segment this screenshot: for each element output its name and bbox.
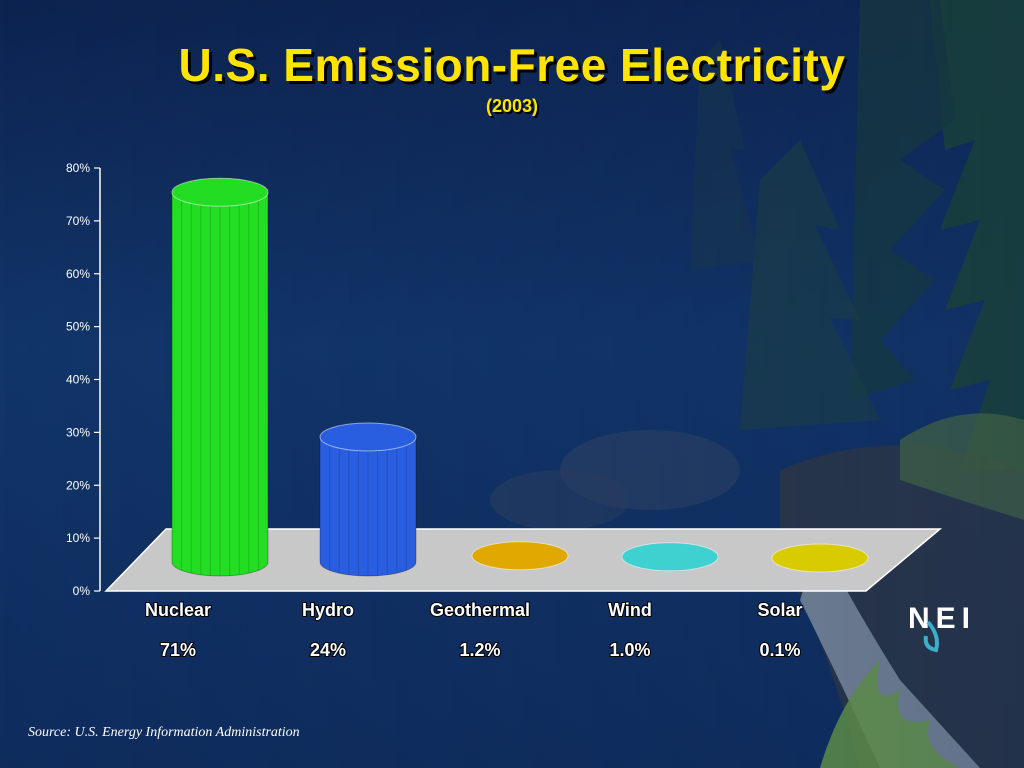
- y-tick-label: 80%: [66, 161, 90, 175]
- bar-body: [319, 436, 417, 577]
- bar-wind: [621, 542, 719, 572]
- value-label: 1.2%: [459, 640, 500, 660]
- category-label: Wind: [608, 600, 652, 620]
- bar-top: [319, 422, 417, 452]
- y-tick-label: 10%: [66, 531, 90, 545]
- bar-top: [621, 542, 719, 572]
- bar-solar: [771, 543, 869, 573]
- bar-nuclear: [171, 177, 269, 577]
- category-label: Nuclear: [145, 600, 211, 620]
- value-label: 24%: [310, 640, 346, 660]
- y-tick-label: 50%: [66, 320, 90, 334]
- y-tick-label: 20%: [66, 478, 90, 492]
- bar-body: [171, 191, 269, 577]
- slide-subtitle: (2003): [485, 96, 539, 116]
- value-label: 71%: [160, 640, 196, 660]
- category-labels: Nuclear 71% Hydro 24% Geothermal 1.2% Wind 1.0%…: [144, 599, 804, 661]
- svg-text:NEI: NEI: [908, 602, 976, 635]
- source-note: Source: U.S. Energy Information Administ…: [28, 725, 300, 740]
- slide-title: U.S. Emission-Free Electricity: [178, 39, 846, 91]
- category-label: Hydro: [302, 600, 354, 620]
- category-label: Solar: [757, 600, 802, 620]
- bar-geothermal: [471, 541, 569, 571]
- bar-top: [771, 543, 869, 573]
- y-axis: 0% 10% 20% 30% 40% 50% 60% 70% 80%: [66, 161, 101, 598]
- bar-hydro: [319, 422, 417, 577]
- bars: [171, 177, 869, 577]
- bar-top: [471, 541, 569, 571]
- bar-top: [171, 177, 269, 207]
- y-tick-label: 60%: [66, 267, 90, 281]
- value-label: 1.0%: [609, 640, 650, 660]
- value-label: 0.1%: [759, 640, 800, 660]
- y-tick-label: 70%: [66, 214, 90, 228]
- y-tick-label: 0%: [73, 584, 91, 598]
- y-tick-label: 40%: [66, 373, 90, 387]
- nei-logo: NEI: [908, 602, 976, 653]
- y-tick-label: 30%: [66, 425, 90, 439]
- category-label: Geothermal: [430, 600, 530, 620]
